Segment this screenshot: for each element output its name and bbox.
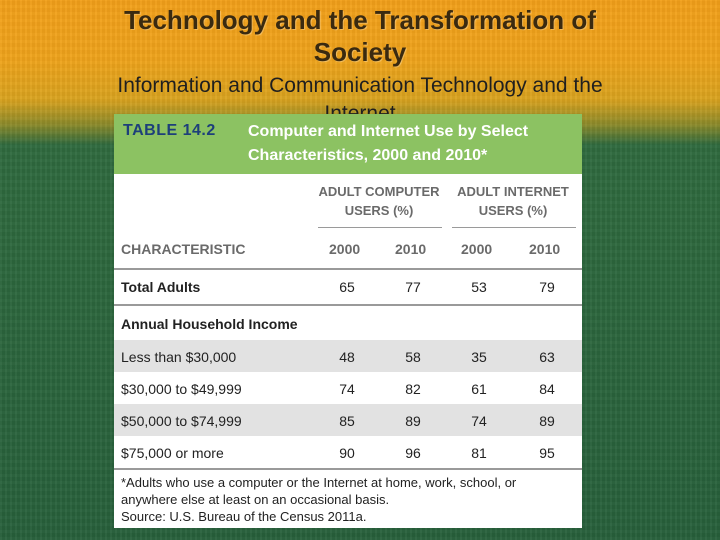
cell-value: 85 [339, 413, 355, 429]
slide-title: Technology and the Transformation of Soc… [124, 5, 596, 67]
cell-value: 65 [339, 279, 355, 295]
cell-value: 61 [471, 381, 487, 397]
table-caption: Computer and Internet Use by Select Char… [248, 123, 529, 164]
cell-value: 84 [539, 381, 555, 397]
row-label: Total Adults [121, 279, 201, 295]
group-divider-internet [452, 227, 576, 228]
table-footnote: *Adults who use a computer or the Intern… [114, 468, 582, 525]
column-header-internet-2000: 2000 [461, 241, 493, 257]
cell-value: 77 [405, 279, 421, 295]
table-row: $50,000 to $74,999 85 89 74 89 [114, 404, 582, 436]
table-row: $30,000 to $49,999 74 82 61 84 [114, 372, 582, 404]
group-header-computer: ADULT COMPUTER USERS (%) [318, 184, 440, 218]
data-table: TABLE 14.2 Computer and Internet Use by … [114, 114, 582, 528]
table-row-total: Total Adults 65 77 53 79 [114, 270, 582, 306]
cell-value: 89 [405, 413, 421, 429]
source-text: Source: U.S. Bureau of the Census 2011a. [121, 509, 367, 524]
cell-value: 81 [471, 445, 487, 461]
cell-value: 74 [471, 413, 487, 429]
column-header-characteristic: CHARACTERISTIC [121, 241, 246, 257]
cell-value: 90 [339, 445, 355, 461]
row-label: $30,000 to $49,999 [121, 381, 242, 397]
row-label: Less than $30,000 [121, 349, 237, 365]
slide-subtitle: Information and Communication Technology… [117, 74, 603, 114]
cell-value: 48 [339, 349, 355, 365]
cell-value: 96 [405, 445, 421, 461]
cell-value: 79 [539, 279, 555, 295]
row-label: $75,000 or more [121, 445, 224, 461]
row-label: $50,000 to $74,999 [121, 413, 242, 429]
column-header-row: CHARACTERISTIC 2000 2010 2000 2010 [114, 232, 582, 270]
cell-value: 35 [471, 349, 487, 365]
cell-value: 58 [405, 349, 421, 365]
section-label: Annual Household Income [121, 316, 298, 332]
cell-value: 95 [539, 445, 555, 461]
cell-value: 74 [339, 381, 355, 397]
section-header-row: Annual Household Income [114, 306, 582, 340]
column-header-computer-2010: 2010 [395, 241, 427, 257]
table-number: TABLE 14.2 [123, 122, 216, 139]
table-row: Less than $30,000 48 58 35 63 [114, 340, 582, 372]
column-header-internet-2010: 2010 [529, 241, 561, 257]
cell-value: 82 [405, 381, 421, 397]
group-header-row: ADULT COMPUTER USERS (%) ADULT INTERNET … [114, 174, 582, 232]
cell-value: 63 [539, 349, 555, 365]
table-row: $75,000 or more 90 96 81 95 [114, 436, 582, 468]
column-header-computer-2000: 2000 [329, 241, 361, 257]
cell-value: 89 [539, 413, 555, 429]
group-divider-computer [318, 227, 442, 228]
footnote-text: *Adults who use a computer or the Intern… [121, 475, 517, 507]
group-header-internet: ADULT INTERNET USERS (%) [457, 184, 569, 218]
cell-value: 53 [471, 279, 487, 295]
table-header: TABLE 14.2 Computer and Internet Use by … [114, 114, 582, 174]
